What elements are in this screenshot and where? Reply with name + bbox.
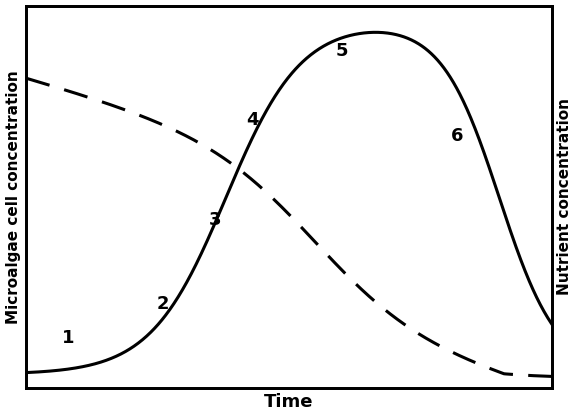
Y-axis label: Nutrient concentration: Nutrient concentration bbox=[557, 98, 572, 295]
Text: 2: 2 bbox=[157, 295, 169, 313]
Y-axis label: Microalgae cell concentration: Microalgae cell concentration bbox=[6, 70, 21, 324]
X-axis label: Time: Time bbox=[264, 394, 314, 412]
Text: 1: 1 bbox=[62, 329, 75, 347]
Text: 4: 4 bbox=[246, 111, 258, 129]
Text: 6: 6 bbox=[451, 126, 464, 145]
Text: 5: 5 bbox=[335, 43, 348, 60]
Text: 3: 3 bbox=[209, 211, 221, 229]
